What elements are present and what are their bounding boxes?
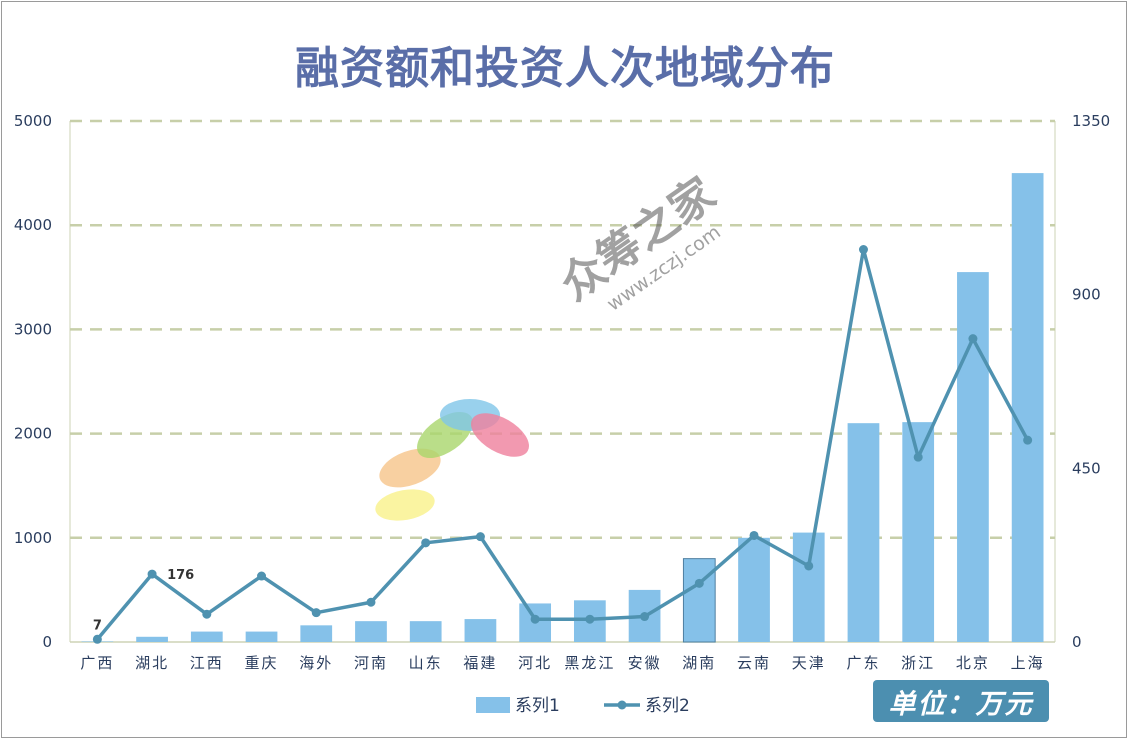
bar-重庆 xyxy=(245,631,278,642)
line-point-湖南 xyxy=(694,578,704,588)
category-label: 山东 xyxy=(409,654,443,672)
legend-swatch-series-1 xyxy=(476,697,510,713)
category-label: 云南 xyxy=(737,654,771,672)
left-axis-tick-label: 5000 xyxy=(14,112,52,130)
line-point-浙江 xyxy=(913,452,923,462)
category-label: 重庆 xyxy=(245,654,279,672)
left-axis-tick-label: 2000 xyxy=(14,425,52,443)
category-label: 广东 xyxy=(846,654,880,672)
bar-海外 xyxy=(300,625,333,642)
watermark-logo-shape xyxy=(471,413,529,457)
left-axis-tick-label: 4000 xyxy=(14,216,52,234)
bar-上海 xyxy=(1011,173,1044,642)
category-label: 天津 xyxy=(792,654,826,672)
category-label: 上海 xyxy=(1011,654,1045,672)
data-label: 7 xyxy=(93,618,102,633)
chart-title: 融资额和投资人次地域分布 xyxy=(295,43,835,94)
category-label: 北京 xyxy=(956,654,990,672)
right-axis-tick-label: 1350 xyxy=(1072,112,1110,130)
category-label: 浙江 xyxy=(901,654,935,672)
bar-天津 xyxy=(792,532,825,642)
bar-山东 xyxy=(409,621,442,642)
category-label: 安徽 xyxy=(628,654,662,672)
line-point-广东 xyxy=(858,245,868,255)
line-point-天津 xyxy=(804,561,814,571)
line-point-云南 xyxy=(749,530,759,540)
watermark-logo-shape xyxy=(379,448,441,488)
category-label: 福建 xyxy=(463,654,497,672)
bar-江西 xyxy=(190,631,223,642)
category-label: 海外 xyxy=(299,654,333,672)
legend-label-series-2: 系列2 xyxy=(645,696,690,716)
right-axis-tick-label: 450 xyxy=(1072,459,1101,477)
legend-label-series-1: 系列1 xyxy=(515,696,560,716)
category-label: 河北 xyxy=(518,654,552,672)
right-axis-tick-label: 0 xyxy=(1072,633,1082,651)
category-label: 江西 xyxy=(190,654,224,672)
bar-湖南 xyxy=(682,558,716,643)
unit-badge: 单位：万元 xyxy=(873,680,1049,722)
bar-河南 xyxy=(355,621,387,642)
right-axis-tick-label: 900 xyxy=(1072,286,1101,304)
line-point-江西 xyxy=(202,609,212,619)
line-point-安徽 xyxy=(640,612,650,622)
line-point-山东 xyxy=(421,538,431,548)
left-axis-tick-label: 1000 xyxy=(14,529,52,547)
line-point-河南 xyxy=(366,597,376,607)
line-series-2 xyxy=(96,247,1030,641)
category-label: 河南 xyxy=(354,654,388,672)
line-point-海外 xyxy=(311,608,321,618)
line-point-上海 xyxy=(1023,435,1033,445)
line-point-北京 xyxy=(968,334,978,344)
line-point-湖北 xyxy=(147,569,157,579)
line-point-河北 xyxy=(530,614,540,624)
bar-北京 xyxy=(957,272,989,642)
line-point-重庆 xyxy=(257,571,267,581)
bar-广东 xyxy=(847,423,880,642)
category-label: 黑龙江 xyxy=(564,654,615,672)
bar-湖北 xyxy=(136,636,168,642)
left-axis-tick-label: 0 xyxy=(42,633,52,651)
category-label: 湖南 xyxy=(682,654,716,672)
category-label: 湖北 xyxy=(135,654,169,672)
left-axis-tick-label: 3000 xyxy=(14,320,52,338)
legend-marker-series-2 xyxy=(617,700,627,710)
line-point-广西 xyxy=(92,634,102,644)
bar-福建 xyxy=(464,619,497,642)
watermark-logo-shape xyxy=(375,489,435,521)
category-label: 广西 xyxy=(80,654,114,672)
bar-云南 xyxy=(738,537,770,642)
line-point-福建 xyxy=(475,532,485,542)
line-point-黑龙江 xyxy=(585,614,595,624)
data-label: 176 xyxy=(167,568,194,583)
